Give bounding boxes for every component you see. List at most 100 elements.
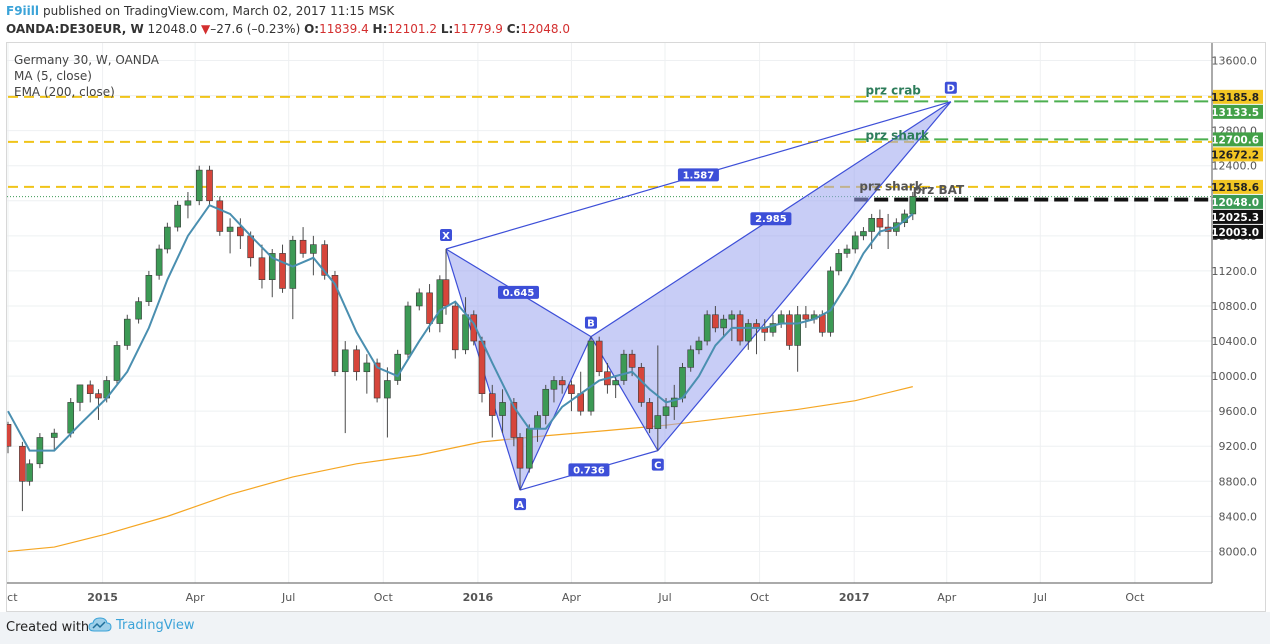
candle-down bbox=[299, 239, 307, 254]
candle-up bbox=[415, 292, 423, 307]
x-tick-label: Jul bbox=[281, 591, 295, 604]
candle-up bbox=[499, 402, 506, 416]
pattern-point-box bbox=[651, 458, 664, 471]
x-tick-label: 2017 bbox=[839, 591, 870, 604]
candle-down bbox=[568, 384, 575, 394]
candle-down bbox=[628, 353, 636, 368]
price-axis-label-box bbox=[1213, 89, 1263, 104]
y-tick-label: 11200.0 bbox=[1212, 265, 1258, 278]
x-tick-label: Oct bbox=[750, 591, 770, 604]
brand-name[interactable]: TradingView bbox=[116, 617, 195, 633]
candle-down bbox=[442, 279, 450, 307]
candle-down bbox=[353, 349, 360, 373]
candle-down bbox=[19, 445, 26, 482]
x-tick-label: Jul bbox=[657, 591, 671, 604]
price-axis-label-box bbox=[1213, 224, 1263, 239]
y-tick-label: 8400.0 bbox=[1219, 510, 1258, 523]
candle-up bbox=[744, 323, 752, 342]
price-chart[interactable]: Oct 2015 Apr Jul Oct 2016 Apr Jul Oct 2017 Apr Jul O… bbox=[0, 43, 1265, 611]
candle-up bbox=[145, 275, 153, 302]
pattern-point-box bbox=[514, 498, 527, 511]
y-tick-label: 8000.0 bbox=[1219, 545, 1258, 558]
close-label: C: bbox=[506, 22, 521, 36]
candle-up bbox=[612, 380, 619, 386]
prz-annotation: prz shark bbox=[859, 179, 923, 193]
candle-up bbox=[76, 384, 84, 403]
x-tick-label: 2016 bbox=[463, 591, 494, 604]
chart-legend: Germany 30, W, OANDA MA (5, close) EMA (… bbox=[14, 52, 159, 100]
price-axis-label: 12025.3 bbox=[1211, 212, 1259, 224]
ratio-label-box bbox=[677, 168, 719, 182]
ratio-label-box bbox=[497, 285, 539, 299]
candle-up bbox=[769, 323, 777, 333]
open-value: 11839.4 bbox=[319, 22, 369, 36]
candle-down bbox=[95, 393, 102, 399]
candle-up bbox=[268, 253, 276, 280]
published-text: published on TradingView.com, March 02, … bbox=[43, 4, 395, 18]
candle-down bbox=[279, 253, 286, 289]
ratio-label-box bbox=[750, 212, 792, 226]
price-axis-label: 13133.5 bbox=[1211, 107, 1259, 119]
candle-up bbox=[384, 380, 391, 399]
price-axis-label: 12700.6 bbox=[1211, 134, 1259, 146]
y-tick-label: 10800.0 bbox=[1212, 300, 1258, 313]
pattern-point-label: X bbox=[442, 231, 450, 242]
legend-ma[interactable]: MA (5, close) bbox=[14, 69, 92, 83]
candle-down bbox=[451, 305, 459, 351]
candle-down bbox=[237, 226, 244, 237]
candle-up bbox=[195, 169, 203, 202]
tradingview-logo[interactable]: TradingView bbox=[88, 617, 195, 633]
candle-down bbox=[331, 275, 339, 373]
candle-up bbox=[670, 397, 678, 408]
candle-up bbox=[851, 235, 859, 250]
high-label: H: bbox=[372, 22, 388, 36]
candle-up bbox=[550, 380, 558, 390]
price-change: –27.6 (–0.23%) bbox=[210, 22, 301, 36]
x-tick-label: Oct bbox=[7, 591, 18, 604]
price-axis-label-box bbox=[1213, 132, 1263, 147]
price-axis-label: 12158.6 bbox=[1211, 182, 1259, 194]
candle-down bbox=[819, 314, 826, 333]
footer: Created with TradingView bbox=[0, 612, 1270, 644]
candle-up bbox=[679, 367, 686, 399]
candle-up bbox=[868, 218, 875, 232]
candle-down bbox=[373, 362, 381, 399]
candle-down bbox=[258, 257, 266, 280]
y-tick-label: 10000.0 bbox=[1212, 370, 1258, 383]
candle-down bbox=[510, 402, 518, 438]
ratio-label: 2.985 bbox=[755, 214, 787, 225]
candle-up bbox=[135, 301, 142, 320]
price-axis-label-box bbox=[1213, 147, 1263, 162]
candle-up bbox=[341, 349, 349, 373]
candle-up bbox=[310, 244, 317, 254]
publish-info: F9iill published on TradingView.com, Marc… bbox=[6, 4, 394, 18]
pattern-triangle-bcd bbox=[590, 101, 951, 451]
publisher-name[interactable]: F9iill bbox=[6, 4, 39, 18]
price-axis-label-box bbox=[1213, 104, 1263, 119]
candle-down bbox=[802, 314, 810, 320]
candle-up bbox=[394, 353, 401, 381]
ratio-label-box bbox=[568, 463, 610, 477]
candle-up bbox=[50, 432, 58, 438]
y-tick-label: 9600.0 bbox=[1219, 405, 1258, 418]
ma-5-line bbox=[7, 203, 914, 452]
candle-down bbox=[558, 380, 566, 386]
x-tick-label: Jul bbox=[1033, 591, 1047, 604]
legend-ema[interactable]: EMA (200, close) bbox=[14, 85, 115, 99]
ratio-label: 0.645 bbox=[503, 288, 535, 299]
candle-down bbox=[638, 367, 645, 403]
candle-down bbox=[426, 292, 433, 324]
candle-up bbox=[289, 239, 297, 289]
pattern-point-box bbox=[944, 81, 957, 94]
chart-area[interactable]: Oct 2015 Apr Jul Oct 2016 Apr Jul Oct 2017 Apr Jul O… bbox=[0, 42, 1266, 612]
created-with-label: Created with bbox=[6, 620, 90, 635]
pattern-point-box bbox=[584, 316, 597, 329]
candle-up bbox=[174, 204, 181, 228]
candle-up bbox=[67, 402, 75, 434]
candle-up bbox=[662, 406, 670, 416]
candle-up bbox=[587, 340, 595, 412]
pattern-point-box bbox=[440, 229, 453, 242]
candle-up bbox=[720, 318, 727, 329]
candle-up bbox=[794, 314, 801, 346]
low-label: L: bbox=[440, 22, 454, 36]
